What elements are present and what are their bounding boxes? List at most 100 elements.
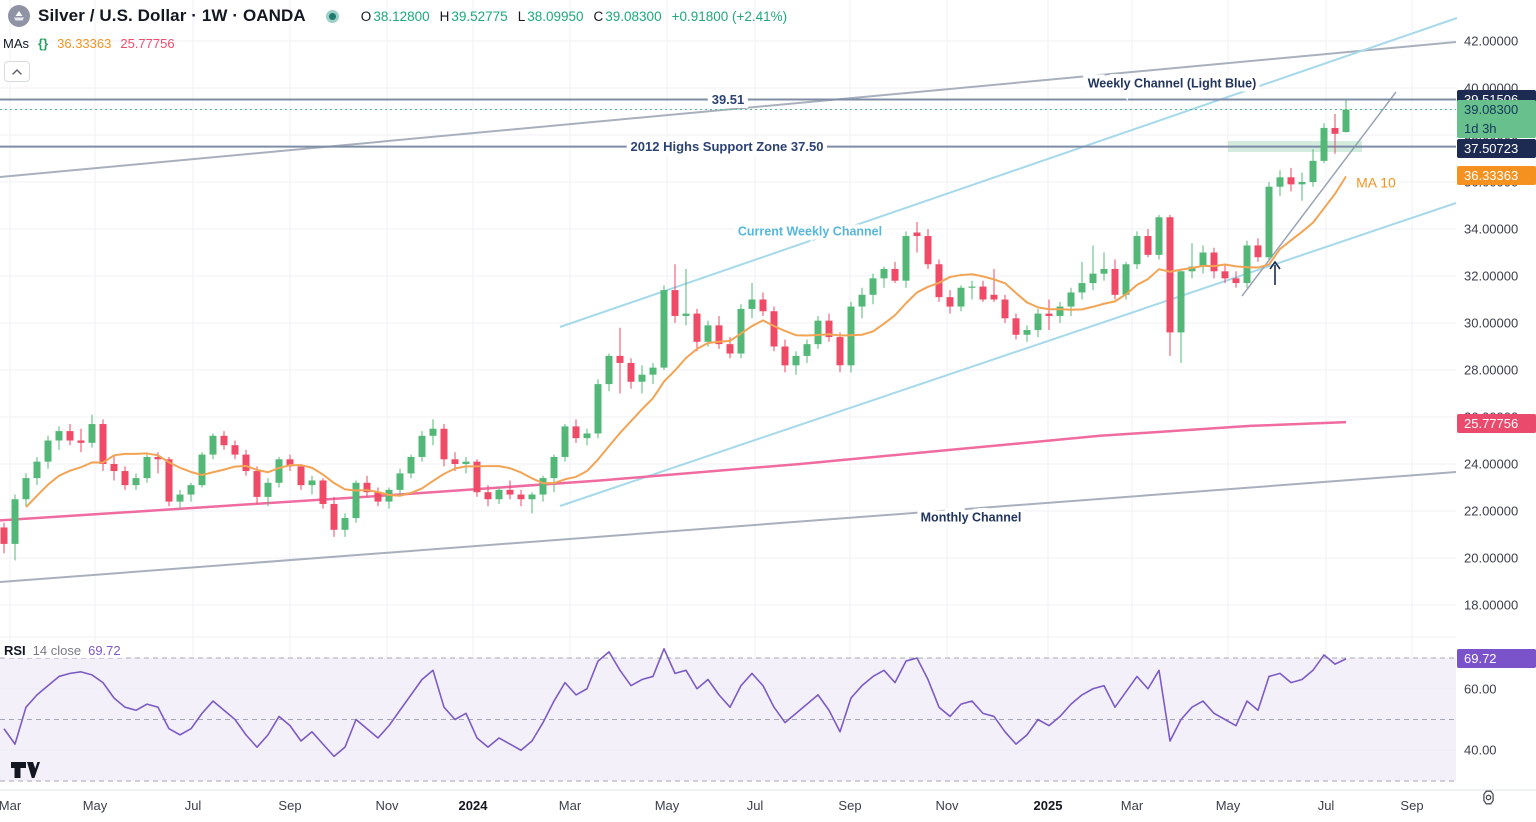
- time-axis-label: May: [654, 798, 680, 813]
- candle: [495, 489, 503, 500]
- candle: [1155, 217, 1163, 255]
- source-code-braces-icon[interactable]: {}: [38, 36, 49, 51]
- candle: [792, 355, 800, 366]
- candle: [682, 313, 690, 316]
- axis-settings-gear-icon[interactable]: [1480, 789, 1497, 811]
- ma-slow-line: [0, 420, 1347, 522]
- candle: [891, 268, 899, 281]
- symbol-title[interactable]: Silver / U.S. Dollar · 1W · OANDA: [38, 6, 306, 25]
- candle: [715, 325, 723, 345]
- candle: [616, 355, 624, 363]
- candle: [55, 431, 63, 441]
- candle: [1276, 177, 1284, 187]
- time-axis-label: Mar: [0, 798, 22, 813]
- candle: [1232, 278, 1240, 284]
- price-axis-label: 24.00000: [1464, 456, 1519, 472]
- candle: [33, 461, 41, 479]
- up-arrow-marker: [1269, 260, 1281, 285]
- candle: [77, 440, 85, 443]
- high-value: 39.52775: [451, 8, 508, 24]
- rsi-name[interactable]: RSI: [4, 643, 26, 658]
- candle: [946, 297, 954, 307]
- candle: [231, 445, 239, 455]
- candle: [1078, 283, 1086, 293]
- candle: [869, 278, 877, 295]
- candle: [154, 456, 162, 460]
- candle: [957, 287, 965, 307]
- candle: [1177, 271, 1185, 333]
- collapse-panel-button[interactable]: [4, 61, 30, 82]
- candle: [759, 299, 767, 312]
- candle: [814, 320, 822, 345]
- candle: [836, 337, 844, 366]
- candle: [539, 478, 547, 495]
- candle: [605, 355, 613, 385]
- candle: [473, 461, 481, 493]
- time-axis-label: Nov: [935, 798, 959, 813]
- candle: [990, 294, 998, 300]
- weekly-channel-label: Weekly Channel (Light Blue): [1088, 77, 1257, 91]
- candle: [528, 494, 536, 500]
- rsi-band: [0, 658, 1456, 781]
- candle: [11, 499, 19, 544]
- candle: [319, 480, 327, 504]
- candle: [242, 454, 250, 472]
- candle: [198, 454, 206, 486]
- candle: [0, 527, 8, 544]
- candle: [176, 494, 184, 502]
- candle: [1122, 264, 1130, 295]
- candle: [1210, 252, 1218, 272]
- candle: [748, 299, 756, 309]
- candle: [1067, 292, 1075, 307]
- candle: [649, 367, 657, 375]
- time-axis-label: Jul: [746, 798, 764, 813]
- candle: [462, 461, 470, 464]
- mas-label[interactable]: MAs: [3, 36, 29, 51]
- candle: [1320, 127, 1328, 161]
- market-status-icon[interactable]: [325, 9, 339, 23]
- time-axis-label: Mar: [558, 798, 582, 813]
- candle: [352, 482, 360, 519]
- candle: [583, 433, 591, 439]
- tradingview-logo[interactable]: [10, 760, 40, 785]
- candle: [1309, 160, 1317, 182]
- rsi-axis-label: 40.00: [1464, 742, 1497, 758]
- candle: [572, 426, 580, 439]
- open-value: 38.12800: [373, 8, 430, 24]
- candle: [132, 478, 140, 486]
- candle: [880, 268, 888, 279]
- time-axis-label: May: [82, 798, 108, 813]
- resistance-39-51-label: 39.51: [712, 92, 745, 107]
- candle: [1012, 318, 1020, 335]
- candle: [209, 435, 217, 455]
- ma10-label: MA 10: [1356, 175, 1396, 191]
- candle: [275, 459, 283, 483]
- rsi-line: [3, 647, 1347, 758]
- candle: [1265, 186, 1273, 258]
- candle: [1342, 109, 1350, 132]
- candle: [363, 482, 371, 493]
- candle: [1243, 245, 1251, 284]
- chevron-up-icon: [12, 68, 22, 75]
- candle: [88, 424, 96, 443]
- silver-coin-icon: [8, 5, 30, 27]
- candle: [935, 264, 943, 298]
- candle: [286, 459, 294, 467]
- candle: [506, 489, 514, 495]
- candle: [770, 311, 778, 347]
- rsi-axis-label: 60.00: [1464, 681, 1497, 697]
- candle: [693, 313, 701, 342]
- candle: [187, 485, 195, 495]
- candle: [1023, 330, 1031, 335]
- candle: [429, 428, 437, 436]
- candle: [1166, 217, 1174, 333]
- candle: [143, 456, 151, 479]
- candle: [1331, 127, 1339, 134]
- candle: [1034, 313, 1042, 331]
- candle: [341, 518, 349, 530]
- ma-fast-badge: 36.33363: [1457, 165, 1536, 185]
- price-axis-label: 22.00000: [1464, 503, 1519, 519]
- candle: [550, 456, 558, 479]
